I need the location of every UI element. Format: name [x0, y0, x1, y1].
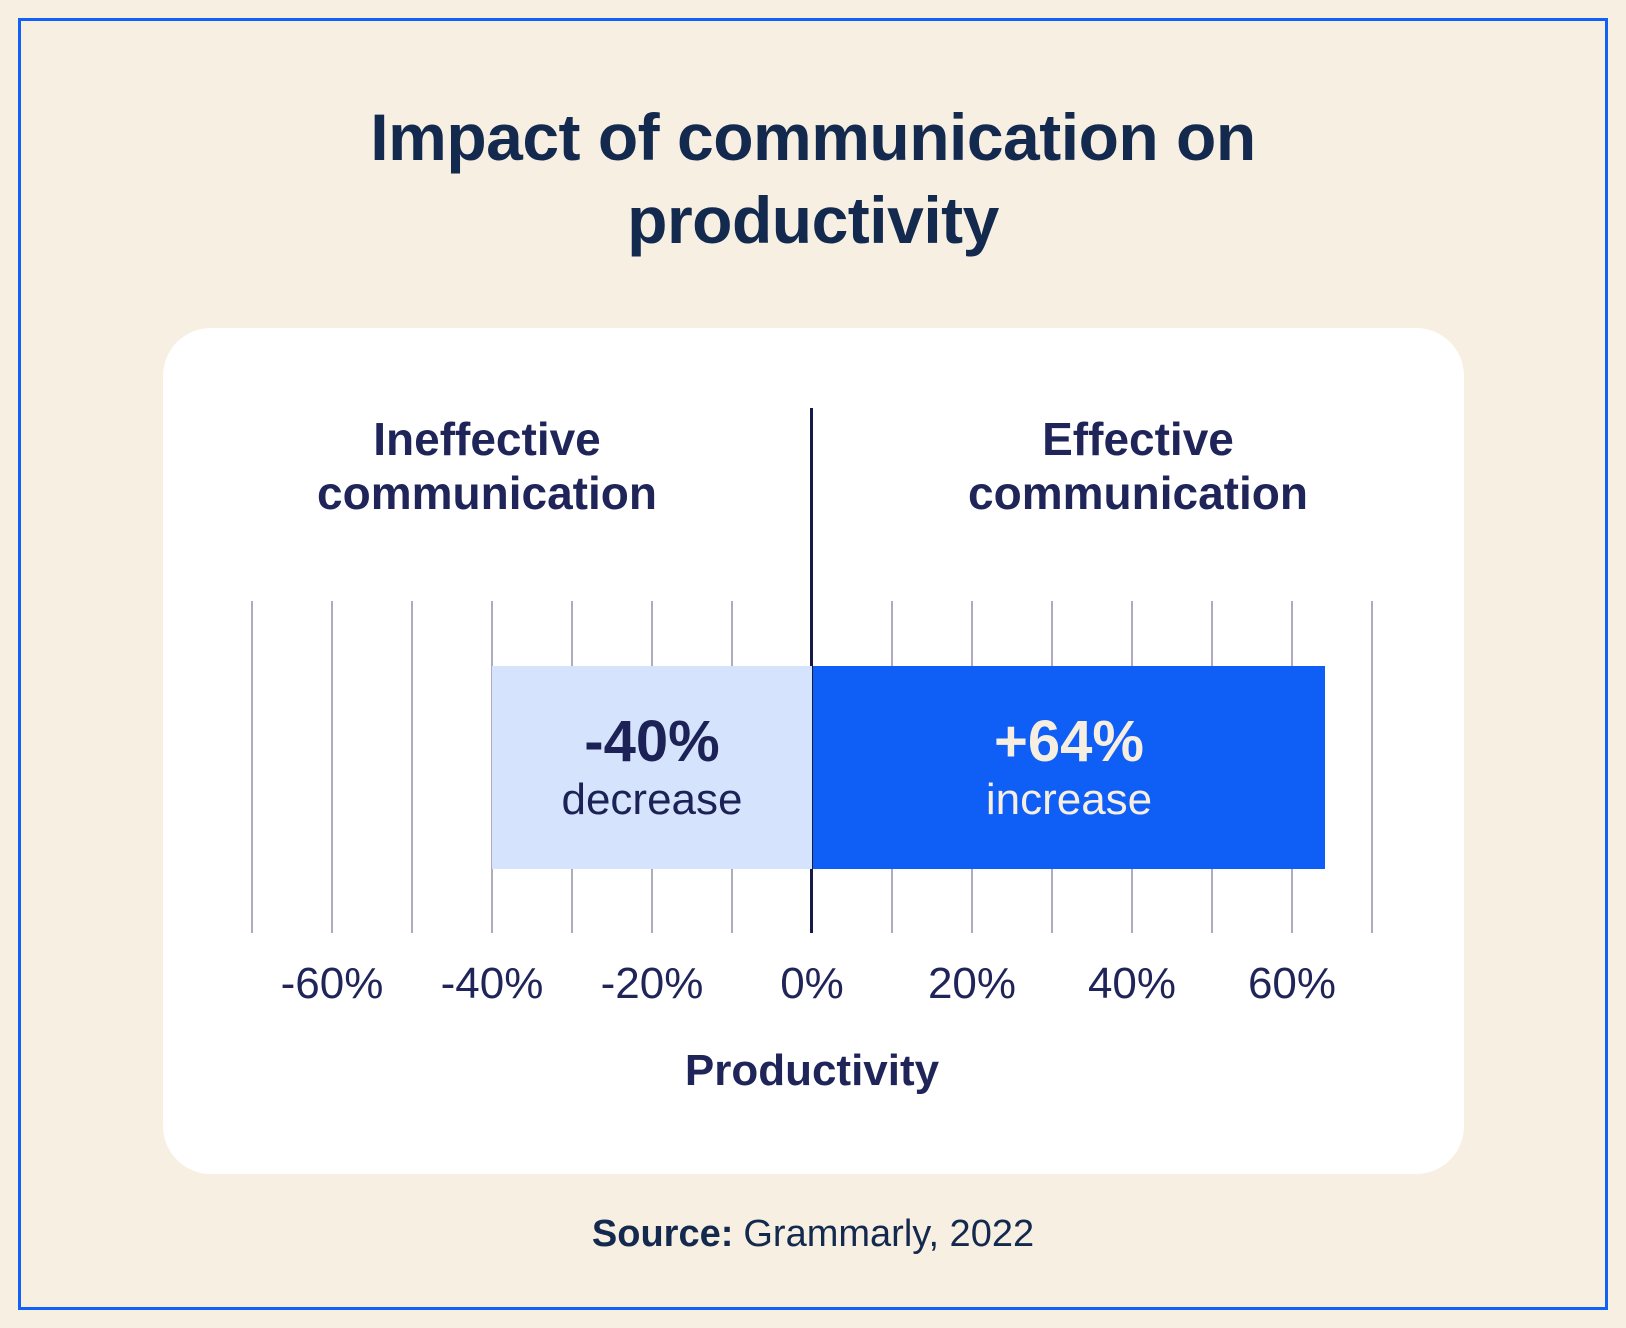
x-axis-tick-label: 40% [1087, 959, 1177, 1008]
bar-sublabel-positive: increase [985, 774, 1153, 824]
bar-sublabel-negative: decrease [561, 774, 743, 824]
x-axis-tick-label: -40% [440, 959, 544, 1008]
gridline [251, 601, 253, 933]
bar-value-label-negative: -40% [584, 708, 720, 774]
gridline [411, 601, 413, 933]
x-axis-title: Productivity [684, 1046, 940, 1095]
source-label: Source: [591, 1213, 734, 1255]
x-axis-tick-label: -60% [280, 959, 384, 1008]
x-axis-tick-label: 0% [780, 959, 844, 1008]
bar-ineffective-communication: -40% decrease [492, 666, 812, 869]
x-axis-tick-label: 20% [927, 959, 1017, 1008]
plot-area: Ineffective communication Effective comm… [163, 328, 1464, 1174]
source-value: Grammarly, 2022 [743, 1213, 1035, 1255]
bar-effective-communication: +64% increase [813, 666, 1325, 869]
gridline [331, 601, 333, 933]
bar-value-label-positive: +64% [994, 708, 1144, 774]
x-axis-tick-label: 60% [1247, 959, 1337, 1008]
chart-card: Ineffective communication Effective comm… [163, 328, 1464, 1174]
page-title: Impact of communication on productivity [370, 100, 1256, 257]
category-header-effective: Effective communication [968, 413, 1308, 519]
x-axis-tick-label: -20% [600, 959, 704, 1008]
category-header-ineffective: Ineffective communication [317, 413, 657, 519]
gridline [1371, 601, 1373, 933]
source-note: Source: Grammarly, 2022 [0, 1210, 1626, 1258]
